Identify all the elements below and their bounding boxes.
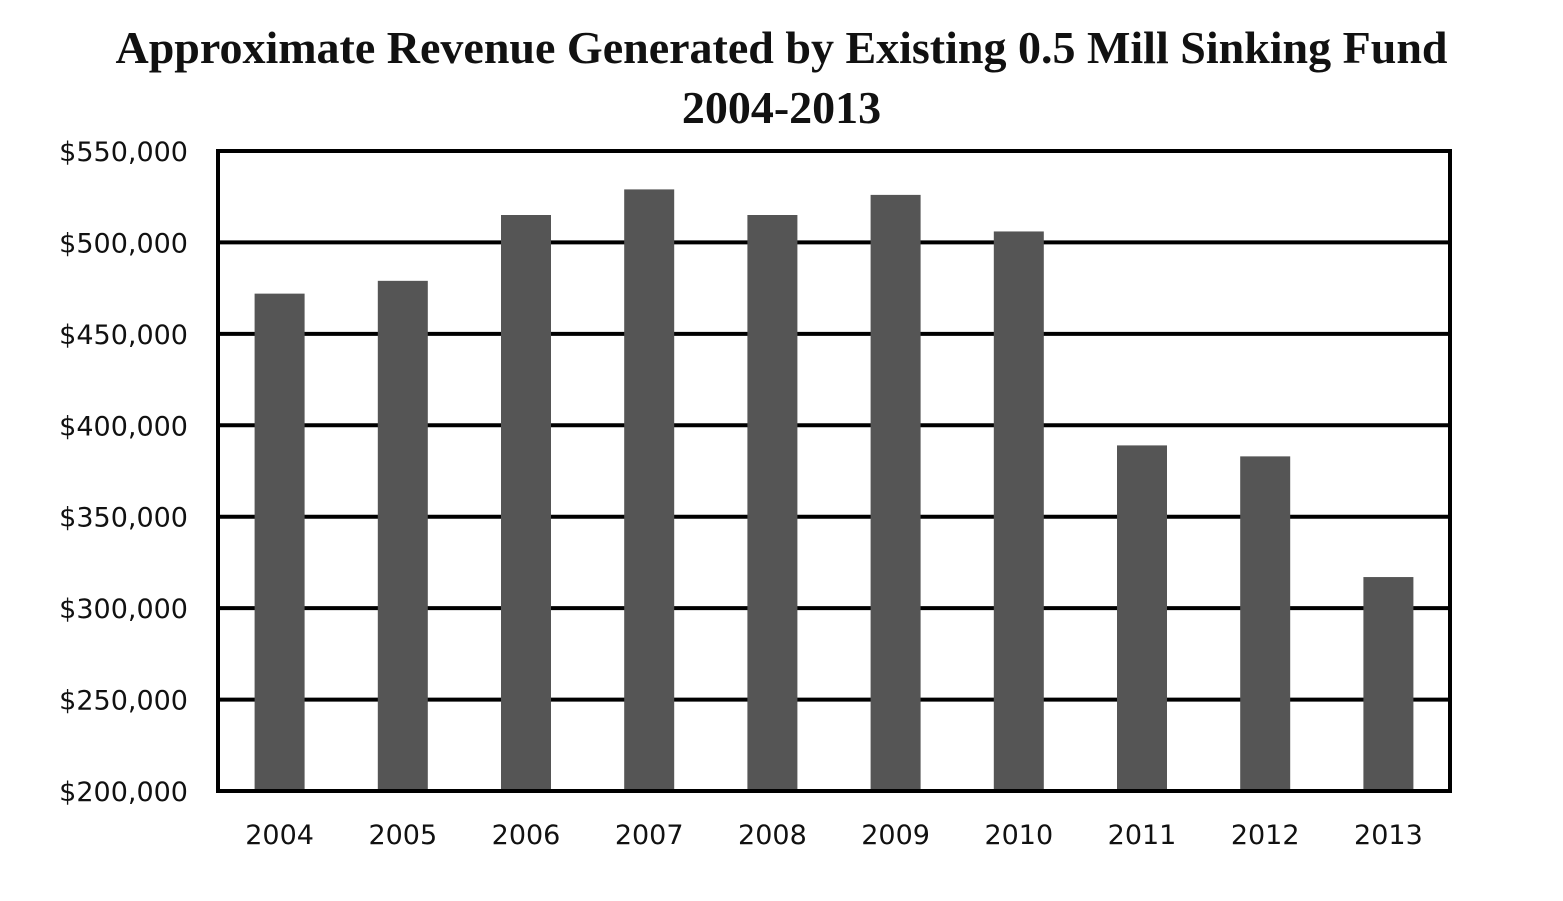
bar-2012 (1240, 456, 1291, 791)
x-tick-label: 2010 (984, 820, 1053, 851)
chart-title: Approximate Revenue Generated by Existin… (115, 22, 1448, 73)
x-tick-label: 2005 (368, 820, 437, 851)
y-axis-ticks: $200,000 $250,000 $300,000 $350,000 $400,000… (59, 137, 188, 808)
bar-2011 (1117, 445, 1167, 791)
bar-2004 (254, 293, 305, 791)
bar-2005 (377, 280, 428, 791)
y-tick-label: $500,000 (59, 228, 188, 259)
x-tick-label: 2009 (861, 820, 930, 851)
y-tick-label: $400,000 (59, 411, 188, 442)
plot-frame (216, 149, 1452, 793)
bar-2010 (993, 231, 1044, 791)
bar-2007 (624, 189, 675, 791)
x-tick-label: 2011 (1108, 820, 1177, 851)
x-tick-label: 2008 (738, 820, 807, 851)
y-tick-label: $350,000 (59, 503, 188, 534)
x-tick-label: 2004 (245, 820, 314, 851)
x-tick-label: 2013 (1354, 820, 1423, 851)
bar-2013 (1363, 577, 1414, 791)
x-tick-label: 2007 (615, 820, 684, 851)
y-tick-label: $550,000 (59, 137, 188, 168)
chart-title-block: Approximate Revenue Generated by Existin… (0, 18, 1563, 138)
bar-2008 (747, 215, 798, 791)
x-axis-ticks: 2004 2005 2006 2007 2008 2009 2010 2011 2012 2013 (245, 820, 1423, 851)
bar-2009 (870, 194, 921, 791)
y-tick-label: $300,000 (59, 594, 188, 625)
y-tick-label: $450,000 (59, 320, 188, 351)
x-tick-label: 2012 (1231, 820, 1300, 851)
chart-subtitle: 2004-2013 (681, 82, 882, 133)
x-tick-label: 2006 (492, 820, 561, 851)
y-tick-label: $200,000 (59, 777, 188, 808)
y-tick-label: $250,000 (59, 686, 188, 717)
bar-2006 (501, 215, 551, 791)
bars (254, 189, 1414, 791)
